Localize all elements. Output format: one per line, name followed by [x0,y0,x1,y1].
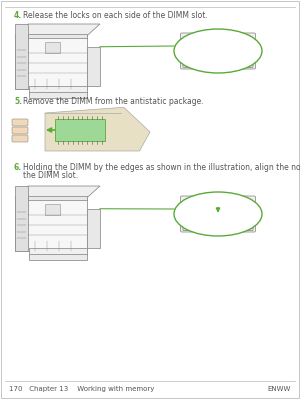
Text: Remove the DIMM from the antistatic package.: Remove the DIMM from the antistatic pack… [23,97,204,106]
Bar [28,196,87,200]
FancyBboxPatch shape [183,54,253,67]
Bar [87,209,100,248]
Bar [185,40,251,48]
Bar [29,254,87,260]
Bar [45,203,60,215]
Bar [185,202,251,211]
Bar [15,198,87,251]
FancyBboxPatch shape [12,135,28,142]
FancyBboxPatch shape [180,196,256,232]
Bar [29,249,87,255]
Bar [45,41,60,53]
Bar [87,47,100,86]
Ellipse shape [174,192,262,236]
Text: 170   Chapter 13    Working with memory: 170 Chapter 13 Working with memory [9,386,154,392]
Bar [29,87,87,93]
Bar [15,36,87,89]
Polygon shape [45,107,150,151]
Circle shape [182,47,189,55]
Circle shape [247,47,254,55]
Polygon shape [15,186,100,198]
Bar [55,119,105,141]
FancyBboxPatch shape [180,33,256,69]
Ellipse shape [174,29,262,73]
Text: Release the locks on each side of the DIMM slot.: Release the locks on each side of the DI… [23,11,208,20]
Polygon shape [15,24,100,36]
Polygon shape [15,186,28,251]
Text: 5.: 5. [14,97,22,106]
Bar [187,211,249,216]
Bar [186,48,250,53]
FancyBboxPatch shape [12,119,28,126]
Text: ENWW: ENWW [268,386,291,392]
Text: 6.: 6. [14,163,22,172]
Text: Holding the DIMM by the edges as shown in the illustration, align the notches on: Holding the DIMM by the edges as shown i… [23,163,300,172]
Bar [28,34,87,38]
Text: the DIMM slot.: the DIMM slot. [23,171,78,180]
Circle shape [247,211,254,217]
FancyBboxPatch shape [183,217,253,231]
Bar [29,92,87,98]
Bar [186,211,250,217]
Polygon shape [15,24,28,89]
FancyBboxPatch shape [12,127,28,134]
Text: 4.: 4. [14,11,22,20]
Circle shape [182,211,189,217]
